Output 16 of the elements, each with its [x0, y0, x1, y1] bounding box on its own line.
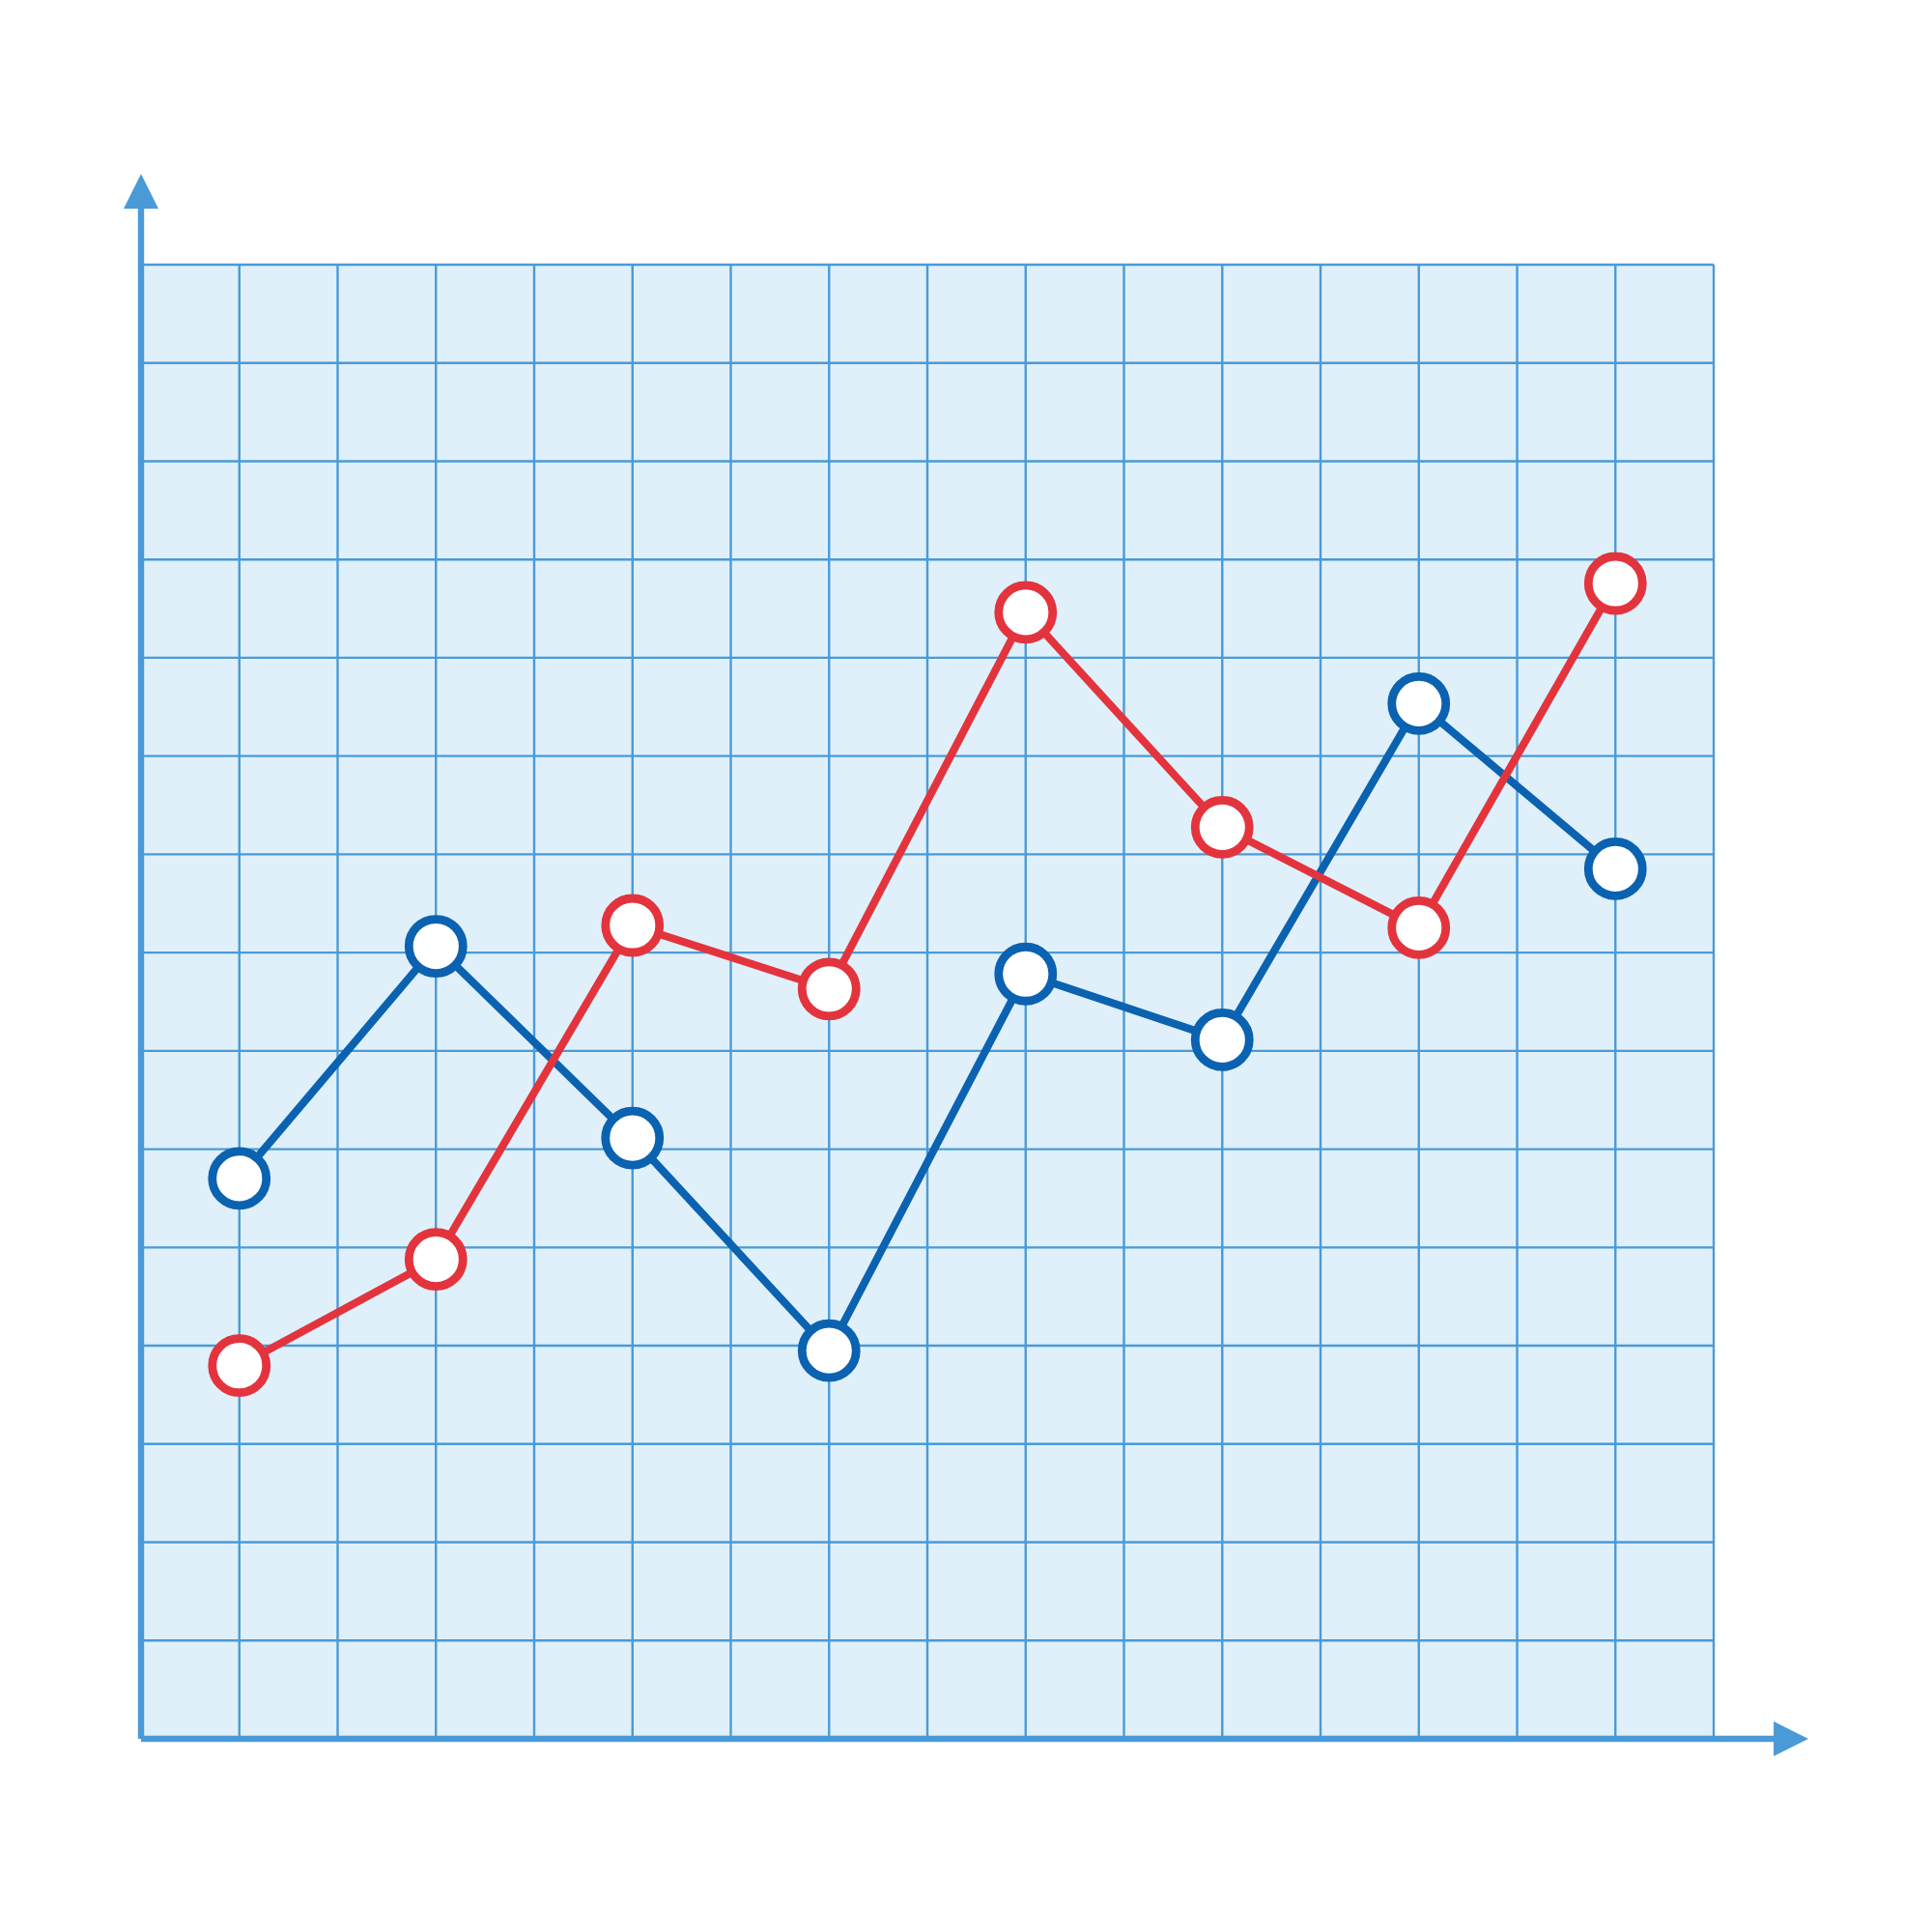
point [1387, 671, 1451, 735]
point [208, 1334, 271, 1398]
point [1190, 795, 1254, 859]
point [1387, 895, 1451, 959]
point [1583, 838, 1647, 900]
point [797, 1319, 861, 1382]
point [601, 1106, 665, 1170]
point [994, 942, 1058, 1006]
point [404, 1228, 468, 1292]
point [1583, 552, 1647, 615]
point [601, 894, 665, 957]
point [208, 1147, 271, 1210]
point [797, 957, 861, 1021]
point [994, 581, 1058, 644]
point [1190, 1009, 1254, 1071]
point [404, 915, 468, 978]
